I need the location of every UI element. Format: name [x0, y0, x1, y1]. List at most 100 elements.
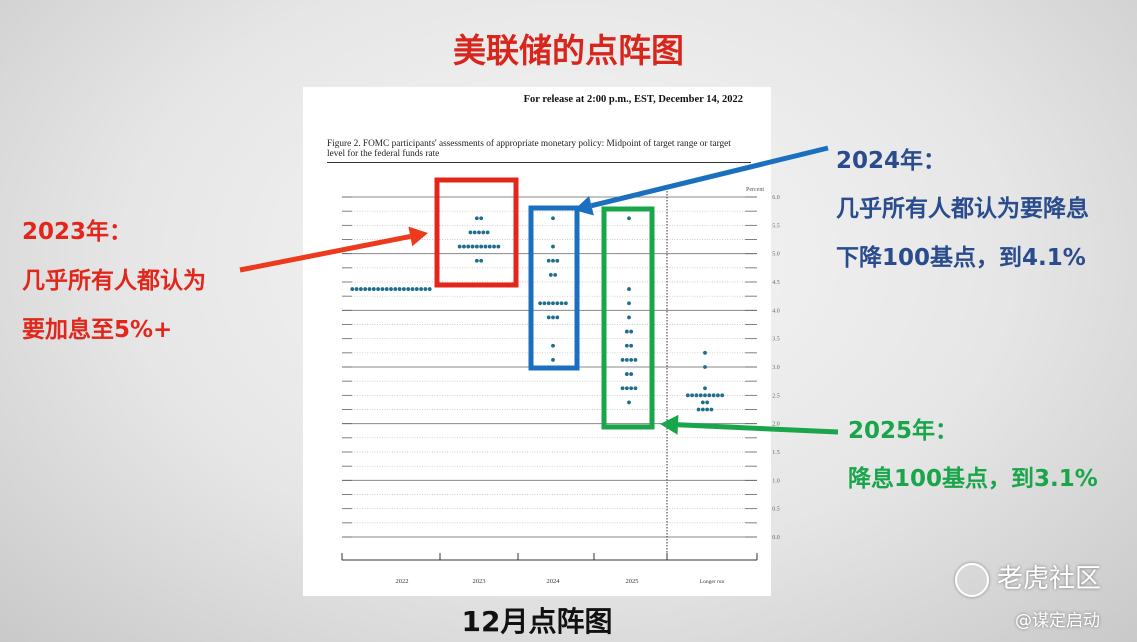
- dot-longer-run: [690, 393, 694, 398]
- dot-longer-run: [694, 393, 699, 398]
- highlight-box-2024: [528, 205, 580, 371]
- dot-longer-run: [707, 393, 712, 398]
- note-2025-line1: 降息100基点，到3.1%: [848, 466, 1098, 492]
- watermark-brand: 老虎社区: [997, 564, 1102, 594]
- dot-2023: [466, 244, 471, 249]
- arrow-2025-head: [660, 414, 679, 435]
- highlight-box-2025: [601, 206, 655, 430]
- y-tick-label: 2.0: [772, 422, 780, 428]
- x-tick-label: 2022: [396, 578, 409, 585]
- dot-2022: [419, 287, 423, 291]
- arrow-2024-head: [574, 196, 594, 216]
- dot-2023: [481, 230, 486, 235]
- dot-2023: [492, 244, 496, 249]
- dot-longer-run: [703, 393, 707, 398]
- figure-caption: Figure 2. FOMC participants' assessments…: [327, 139, 751, 163]
- release-note: For release at 2:00 p.m., EST, December …: [523, 94, 743, 105]
- dot-longer-run: [698, 393, 703, 398]
- dot-2022: [414, 287, 419, 291]
- arrow-2023: [239, 234, 411, 273]
- y-axis-label: Percent: [746, 187, 764, 193]
- slide-caption: 12月点阵图: [461, 605, 613, 638]
- dot-2023: [472, 230, 477, 235]
- arrow-2025: [677, 422, 839, 435]
- dot-2022: [354, 287, 359, 291]
- dot-2024: [551, 244, 555, 249]
- note-2025-heading: 2025年：: [848, 418, 959, 444]
- dot-longer-run: [720, 393, 725, 398]
- dot-2024: [551, 301, 555, 306]
- dot-longer-run: [703, 365, 707, 369]
- dot-longer-run: [705, 407, 710, 412]
- dot-2024: [542, 301, 547, 306]
- dot-2024: [555, 301, 560, 306]
- x-tick-label: Longer run: [700, 579, 725, 585]
- highlight-box-2023: [434, 177, 519, 288]
- dot-2025: [620, 358, 625, 362]
- x-tick-label: 2023: [473, 578, 486, 585]
- note-2023-line2: 要加息至5%+: [22, 317, 173, 343]
- y-tick-label: 3.0: [772, 365, 780, 371]
- dot-2024: [551, 315, 555, 320]
- dot-2022: [410, 287, 415, 291]
- dot-2022: [423, 287, 428, 291]
- dot-2024: [551, 343, 555, 348]
- dot-2023: [479, 258, 484, 263]
- dot-2025: [627, 400, 631, 405]
- dot-2025: [633, 358, 638, 362]
- y-tick-label: 5.5: [772, 223, 780, 229]
- dot-2022: [389, 287, 393, 291]
- y-tick-label: 1.5: [772, 450, 780, 456]
- dot-2025: [620, 386, 625, 391]
- dot-2025: [629, 329, 634, 334]
- slide-title: 美联储的点阵图: [453, 31, 684, 70]
- dot-2025: [629, 386, 634, 391]
- dot-2022: [402, 287, 406, 291]
- dot-2023: [487, 244, 492, 249]
- fomc-document: For release at 2:00 p.m., EST, December …: [303, 87, 771, 596]
- y-tick-label: 0.0: [772, 535, 780, 541]
- dot-2024: [546, 301, 551, 306]
- note-2023-line1: 几乎所有人都认为: [22, 268, 206, 294]
- dot-2025: [624, 386, 629, 391]
- dot-2023: [479, 244, 484, 249]
- tiger-logo-icon: [955, 562, 989, 597]
- arrow-2023-head: [408, 226, 428, 247]
- dot-2023: [485, 230, 490, 235]
- note-2024-heading: 2024年：: [836, 148, 947, 174]
- dot-2024: [553, 273, 558, 277]
- arrow-2024: [590, 145, 829, 209]
- dot-2022: [376, 287, 380, 291]
- dot-2023: [483, 244, 488, 249]
- note-2024-line2: 下降100基点，到4.1%: [836, 245, 1086, 271]
- dot-2022: [350, 287, 355, 291]
- dot-longer-run: [700, 407, 705, 412]
- dot-longer-run: [709, 407, 714, 412]
- y-tick-label: 4.0: [772, 308, 780, 314]
- y-tick-label: 3.5: [772, 337, 780, 343]
- dot-2022: [363, 287, 368, 291]
- dot-2025: [624, 358, 629, 362]
- dot-2022: [380, 287, 385, 291]
- dot-longer-run: [703, 386, 707, 391]
- y-tick-label: 0.5: [772, 507, 780, 513]
- dot-longer-run: [705, 400, 710, 405]
- dot-longer-run: [685, 393, 690, 398]
- x-tick-label: 2024: [547, 578, 561, 585]
- dot-2025: [629, 358, 634, 362]
- dot-2022: [384, 287, 389, 291]
- dot-2023: [479, 216, 484, 221]
- dot-2022: [397, 287, 402, 291]
- watermark-logo: 老虎社区: [955, 558, 1101, 597]
- dot-2025: [624, 329, 629, 334]
- dot-2023: [468, 230, 473, 235]
- dot-2023: [477, 230, 481, 235]
- dot-2024: [559, 301, 564, 306]
- dot-2024: [546, 315, 551, 320]
- dot-2025: [627, 315, 631, 320]
- dot-2025: [624, 372, 629, 376]
- dot-2023: [462, 244, 466, 249]
- y-tick-label: 6.0: [772, 195, 780, 201]
- dot-2022: [406, 287, 411, 291]
